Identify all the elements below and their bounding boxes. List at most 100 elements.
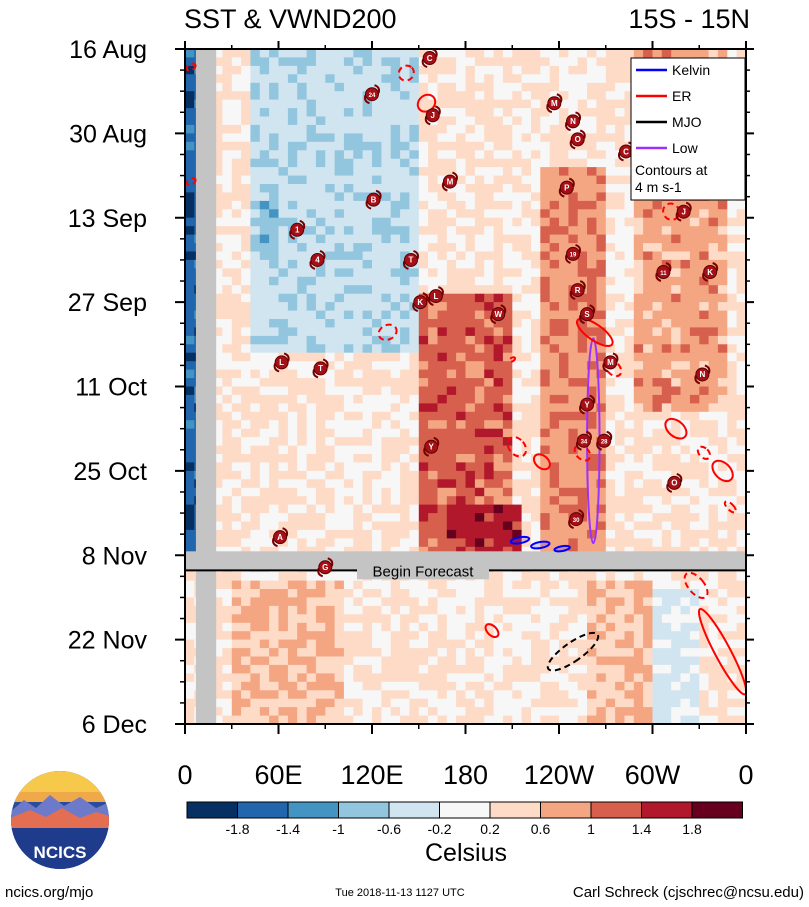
anomaly-cell	[521, 715, 532, 724]
anomaly-cell	[259, 99, 270, 109]
anomaly-cell	[512, 91, 523, 101]
anomaly-cell	[568, 521, 579, 531]
anomaly-cell	[605, 597, 616, 607]
anomaly-cell	[259, 285, 270, 295]
anomaly-cell	[615, 698, 625, 708]
contour-er	[185, 62, 197, 72]
anomaly-cell	[222, 479, 233, 489]
anomaly-cell	[680, 49, 691, 58]
anomaly-cell	[381, 546, 392, 556]
anomaly-cell	[549, 664, 560, 674]
anomaly-cell	[493, 158, 504, 168]
anomaly-cell	[493, 217, 504, 227]
anomaly-cell	[278, 302, 289, 312]
anomaly-cell	[287, 403, 298, 413]
anomaly-cell	[222, 614, 233, 624]
anomaly-cell	[727, 369, 738, 379]
anomaly-cell	[353, 108, 364, 118]
anomaly-cell	[409, 361, 420, 371]
anomaly-cell	[334, 445, 345, 455]
anomaly-cell	[343, 445, 354, 455]
anomaly-cell	[474, 664, 485, 674]
anomaly-cell	[213, 454, 223, 463]
anomaly-cell	[587, 690, 597, 700]
anomaly-cell	[568, 302, 579, 312]
anomaly-cell	[372, 394, 382, 404]
anomaly-cell	[306, 378, 317, 388]
anomaly-cell	[446, 639, 457, 649]
anomaly-cell	[577, 648, 588, 658]
anomaly-cell	[465, 141, 476, 151]
anomaly-cell	[587, 445, 597, 455]
anomaly-cell	[521, 462, 532, 472]
anomaly-cell	[661, 496, 672, 506]
anomaly-cell	[362, 335, 373, 345]
anomaly-cell	[437, 521, 448, 531]
anomaly-cell	[689, 496, 700, 506]
anomaly-cell	[372, 133, 382, 143]
anomaly-cell	[484, 141, 495, 151]
anomaly-cell	[568, 141, 579, 151]
anomaly-cell	[297, 631, 308, 641]
anomaly-cell	[633, 454, 644, 463]
anomaly-cell	[437, 82, 448, 92]
storm-icon	[491, 307, 506, 322]
anomaly-cell	[615, 479, 625, 489]
anomaly-cell	[456, 335, 466, 345]
anomaly-cell	[241, 344, 251, 354]
anomaly-cell	[540, 200, 551, 210]
anomaly-cell	[353, 276, 364, 286]
anomaly-cell	[381, 605, 392, 615]
anomaly-cell	[615, 445, 625, 455]
anomaly-cell	[372, 251, 382, 261]
anomaly-cell	[652, 589, 663, 598]
anomaly-cell	[446, 378, 457, 388]
anomaly-cell	[465, 327, 476, 337]
storm-label: K	[417, 298, 423, 307]
anomaly-cell	[222, 276, 233, 286]
storm-icon-arms	[412, 292, 429, 313]
anomaly-cell	[259, 487, 270, 497]
anomaly-cell	[306, 605, 317, 615]
anomaly-cell	[185, 133, 195, 143]
anomaly-cell	[465, 470, 476, 480]
anomaly-cell	[353, 49, 364, 58]
anomaly-cell	[381, 470, 392, 480]
anomaly-cell	[297, 513, 308, 523]
anomaly-cell	[549, 251, 560, 261]
anomaly-cell	[428, 513, 438, 523]
anomaly-cell	[605, 386, 616, 396]
anomaly-cell	[465, 175, 476, 185]
anomaly-cell	[241, 116, 251, 126]
anomaly-cell	[250, 259, 261, 269]
anomaly-cell	[287, 521, 298, 531]
anomaly-cell	[652, 293, 663, 303]
anomaly-cell	[418, 454, 429, 463]
anomaly-cell	[334, 82, 345, 92]
anomaly-cell	[241, 664, 251, 674]
anomaly-cell	[456, 184, 466, 193]
anomaly-cell	[222, 470, 233, 480]
anomaly-cell	[287, 268, 298, 278]
anomaly-cell	[643, 673, 653, 683]
anomaly-cell	[615, 91, 625, 101]
anomaly-cell	[661, 394, 672, 404]
anomaly-cell	[353, 310, 364, 320]
anomaly-cell	[400, 681, 410, 691]
anomaly-cell	[615, 690, 625, 700]
anomaly-cell	[287, 91, 298, 101]
anomaly-cell	[400, 327, 410, 337]
anomaly-cell	[456, 268, 466, 278]
anomaly-cell	[241, 411, 251, 421]
anomaly-cell	[269, 175, 279, 185]
anomaly-cell	[502, 690, 513, 700]
anomaly-cell	[736, 437, 746, 447]
anomaly-cell	[717, 521, 728, 531]
storm-label: B	[371, 195, 377, 204]
anomaly-cell	[278, 386, 289, 396]
anomaly-cell	[605, 302, 616, 312]
anomaly-cell	[689, 268, 700, 278]
anomaly-cell	[213, 226, 223, 236]
anomaly-cell	[231, 420, 242, 430]
anomaly-cell	[465, 445, 476, 455]
